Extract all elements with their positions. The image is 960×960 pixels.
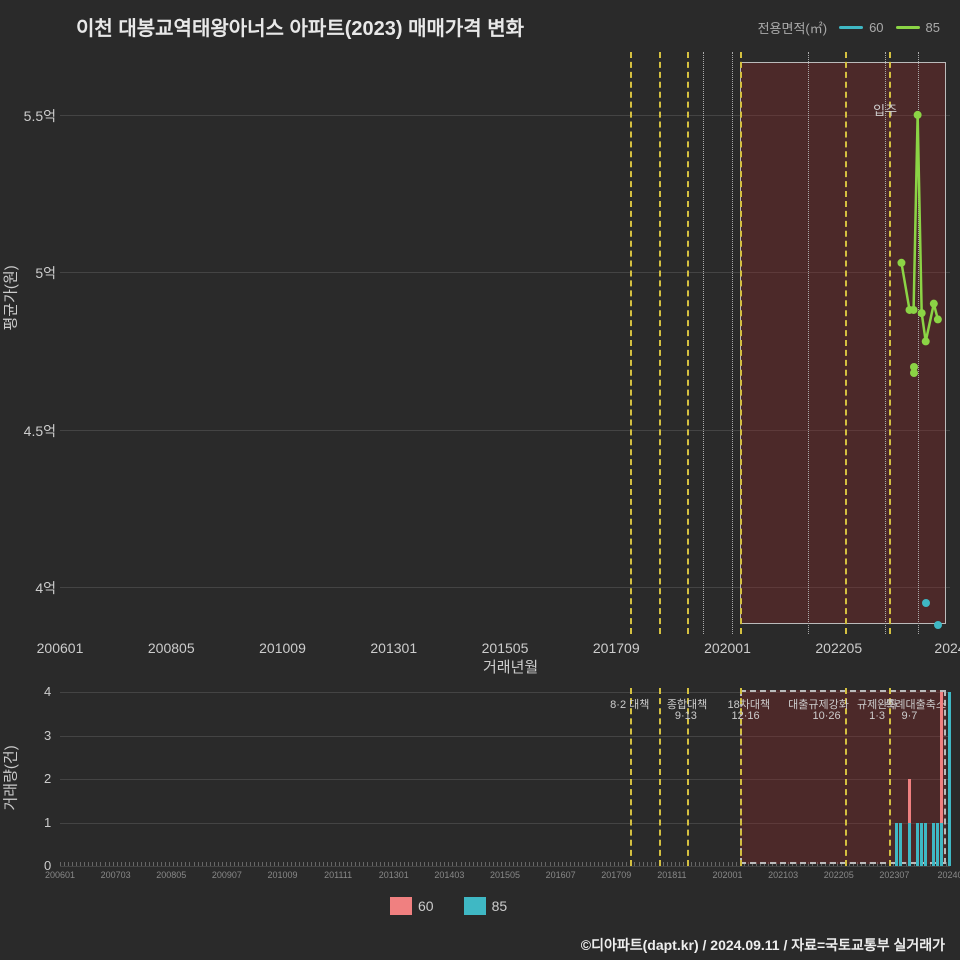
y-axis-label-sub: 거래량(건) (0, 745, 21, 810)
annotation-sub: 18차대책 (728, 696, 771, 712)
xtick-sub: 202205 (824, 870, 854, 880)
chart-title: 이천 대봉교역태왕아너스 아파트(2023) 매매가격 변화 (76, 12, 524, 41)
ytick-main: 5억 (18, 263, 56, 283)
xtick-sub: 200703 (101, 870, 131, 880)
ytick-sub: 3 (44, 728, 51, 743)
ytick-sub: 4 (44, 684, 51, 699)
ytick-sub: 1 (44, 815, 51, 830)
ytick-main: 5.5억 (18, 106, 56, 126)
legend-bottom-85: 85 (464, 897, 508, 915)
sub-chart: 2006012007032008052009072010092011112013… (60, 688, 950, 866)
xtick-sub: 201403 (434, 870, 464, 880)
ytick-sub: 2 (44, 771, 51, 786)
ytick-main: 4.5억 (18, 421, 56, 441)
annotation-sub: 특례대출축소 (885, 696, 946, 712)
xtick-sub: 201009 (267, 870, 297, 880)
xtick-main: 202001 (704, 640, 751, 656)
legend-top-label: 전용면적(㎡) (758, 18, 828, 37)
xtick-main: 201301 (370, 640, 417, 656)
xtick-sub: 202307 (879, 870, 909, 880)
legend-bottom: 60 85 (390, 897, 507, 915)
xtick-main: 201709 (593, 640, 640, 656)
annotation-sub: 종합대책 (667, 696, 707, 712)
chart-container: 이천 대봉교역태왕아너스 아파트(2023) 매매가격 변화 전용면적(㎡) 6… (0, 0, 960, 960)
xtick-sub: 201505 (490, 870, 520, 880)
legend-top: 전용면적(㎡) 60 85 (758, 18, 940, 37)
xtick-main: 2024 (934, 640, 960, 656)
xtick-main: 200601 (37, 640, 84, 656)
xtick-sub: 201111 (324, 870, 352, 880)
xtick-sub: 201811 (657, 870, 686, 880)
annotation-sub: 8·2 대책 (610, 696, 649, 712)
xtick-sub: 200805 (156, 870, 186, 880)
legend-bottom-60: 60 (390, 897, 434, 915)
legend-line-60 (839, 26, 863, 29)
footer-credit: ©디아파트(dapt.kr) / 2024.09.11 / 자료=국토교통부 실… (581, 935, 945, 955)
xtick-sub: 201607 (546, 870, 576, 880)
ytick-main: 4억 (18, 578, 56, 598)
xtick-sub: 200907 (212, 870, 242, 880)
x-axis-label-main: 거래년월 (483, 656, 538, 677)
legend-item-85: 85 (896, 20, 940, 35)
xtick-main: 201505 (482, 640, 529, 656)
main-chart: 2006012008052010092013012015052017092020… (60, 52, 950, 634)
ytick-sub: 0 (44, 858, 51, 873)
xtick-sub: 201301 (379, 870, 409, 880)
xtick-sub: 202001 (712, 870, 742, 880)
xtick-sub: 202103 (768, 870, 798, 880)
xtick-main: 202205 (815, 640, 862, 656)
legend-item-60: 60 (839, 20, 883, 35)
xtick-sub: 20240 (937, 870, 960, 880)
legend-line-85 (896, 26, 920, 29)
xtick-main: 201009 (259, 640, 306, 656)
xtick-sub: 201709 (601, 870, 631, 880)
xtick-main: 200805 (148, 640, 195, 656)
annotation-sub: 대출규제강화 (788, 696, 849, 712)
